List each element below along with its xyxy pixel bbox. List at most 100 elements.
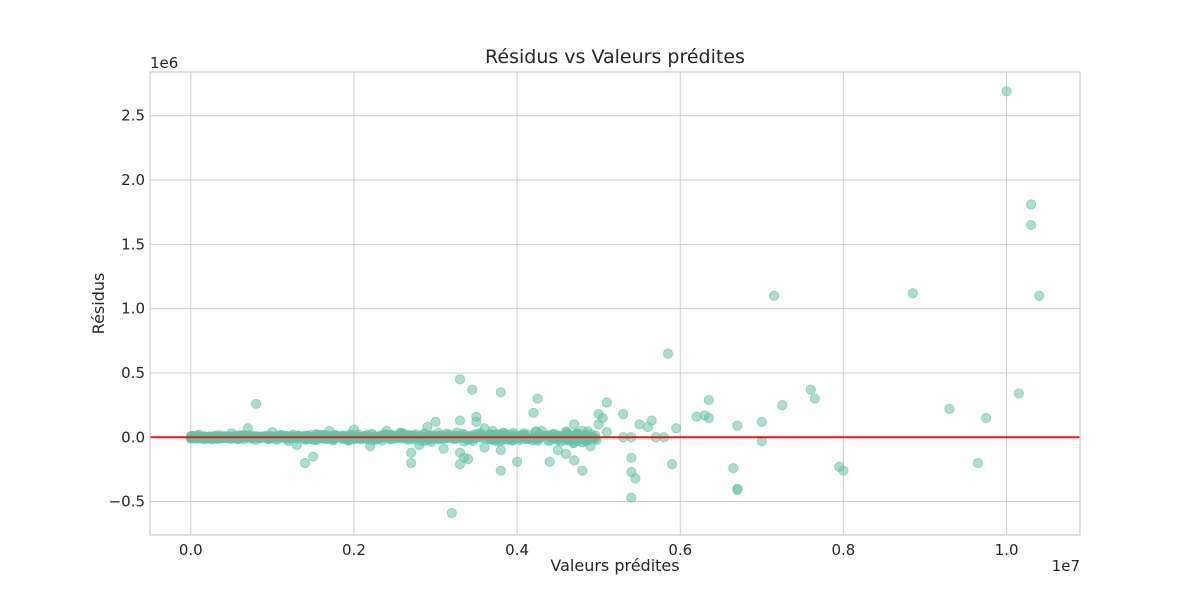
- y-tick-labels: −0.5 0.0 0.5 1.0 1.5 2.0 2.5: [109, 107, 145, 511]
- y-tick-label: −0.5: [109, 493, 145, 511]
- data-point: [544, 430, 556, 441]
- data-point: [487, 425, 498, 436]
- data-point: [838, 465, 849, 476]
- data-point: [626, 492, 637, 503]
- data-point: [512, 456, 523, 467]
- data-point: [732, 420, 743, 431]
- data-point: [671, 423, 682, 434]
- data-point: [308, 451, 319, 462]
- data-point: [703, 412, 714, 424]
- data-point: [344, 433, 356, 444]
- data-point: [577, 425, 588, 436]
- data-point: [463, 454, 474, 465]
- data-point: [1025, 219, 1037, 231]
- data-point: [250, 398, 262, 409]
- x-tick-label: 0.0: [179, 541, 203, 559]
- y-tick-label: 2.5: [121, 107, 145, 125]
- data-point: [446, 508, 457, 519]
- data-point: [667, 459, 678, 470]
- data-point: [560, 448, 572, 460]
- x-axis-label: Valeurs prédites: [550, 556, 679, 575]
- data-point: [597, 412, 608, 424]
- data-point: [691, 411, 702, 422]
- x-tick-label: 0.8: [831, 541, 855, 559]
- data-point: [528, 407, 539, 418]
- data-point: [454, 415, 466, 426]
- x-tick-label: 1.0: [995, 541, 1019, 559]
- y-grid-lines: [150, 115, 1080, 503]
- y-tick-label: 0.0: [121, 428, 145, 446]
- data-point: [532, 435, 543, 446]
- data-point: [381, 425, 392, 436]
- data-point: [630, 473, 641, 484]
- data-point: [479, 442, 490, 453]
- x-tick-label: 0.4: [505, 541, 529, 559]
- data-point: [777, 400, 788, 411]
- data-point: [1013, 388, 1024, 399]
- data-point: [577, 465, 588, 476]
- data-point: [585, 441, 596, 452]
- y-axis-label: Résidus: [89, 273, 108, 335]
- data-point: [348, 424, 360, 435]
- data-point: [471, 416, 482, 427]
- data-point: [732, 484, 743, 496]
- x-grid-lines: [190, 72, 1008, 535]
- data-point: [1001, 86, 1012, 97]
- data-point: [495, 387, 506, 398]
- data-points: [185, 86, 1045, 519]
- data-point: [299, 457, 311, 469]
- data-point: [618, 409, 629, 420]
- data-point: [438, 443, 449, 454]
- plot-frame: [149, 71, 1081, 536]
- data-point: [907, 288, 918, 299]
- data-point: [495, 445, 506, 456]
- data-point: [1034, 290, 1045, 301]
- data-point: [805, 384, 816, 395]
- data-point: [422, 421, 433, 433]
- data-point: [981, 412, 992, 424]
- data-point: [768, 290, 780, 301]
- data-point: [454, 374, 466, 385]
- y-tick-label: 1.0: [121, 300, 145, 318]
- data-point: [552, 445, 563, 456]
- y-tick-label: 1.5: [121, 235, 145, 253]
- y-offset-label: 1e6: [150, 54, 178, 72]
- data-point: [569, 455, 580, 466]
- data-point: [495, 465, 506, 476]
- data-point: [405, 447, 417, 458]
- data-point: [324, 425, 335, 436]
- data-point: [267, 427, 278, 438]
- data-point: [756, 416, 767, 427]
- data-point: [430, 416, 441, 427]
- data-point: [467, 384, 478, 395]
- data-point: [601, 427, 612, 438]
- data-point: [601, 397, 612, 408]
- data-point: [414, 439, 425, 451]
- x-tick-label: 0.6: [668, 541, 692, 559]
- data-point: [242, 423, 253, 434]
- data-point: [365, 441, 376, 452]
- data-point: [944, 403, 955, 415]
- x-tick-label: 0.2: [342, 541, 366, 559]
- y-tick-label: 0.5: [121, 364, 145, 382]
- x-offset-label: 1e7: [1052, 557, 1080, 575]
- x-tick-labels: 0.0 0.2 0.4 0.6 0.8 1.0: [179, 541, 1019, 559]
- data-point: [728, 463, 739, 474]
- data-point: [536, 425, 547, 436]
- data-point: [972, 457, 984, 469]
- data-point: [291, 439, 302, 451]
- data-point: [519, 430, 530, 441]
- data-point: [210, 433, 221, 444]
- data-point: [532, 393, 543, 404]
- chart-title: Résidus vs Valeurs prédites: [485, 46, 745, 68]
- data-point: [703, 394, 714, 406]
- data-point: [560, 426, 571, 437]
- data-point: [405, 457, 417, 469]
- data-point: [544, 456, 555, 467]
- data-point: [662, 348, 674, 359]
- data-point: [569, 419, 580, 430]
- data-point: [1025, 199, 1037, 210]
- y-tick-label: 2.0: [121, 171, 145, 189]
- data-point: [809, 393, 820, 404]
